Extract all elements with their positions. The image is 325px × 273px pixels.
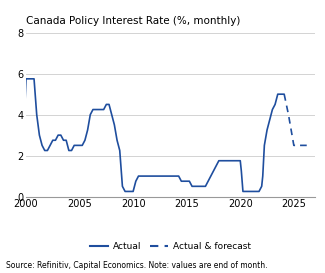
Text: Source: Refinitiv, Capital Economics. Note: values are end of month.: Source: Refinitiv, Capital Economics. No…: [6, 261, 268, 270]
Legend: Actual, Actual & forecast: Actual, Actual & forecast: [87, 238, 254, 254]
Text: Canada Policy Interest Rate (%, monthly): Canada Policy Interest Rate (%, monthly): [26, 16, 240, 26]
